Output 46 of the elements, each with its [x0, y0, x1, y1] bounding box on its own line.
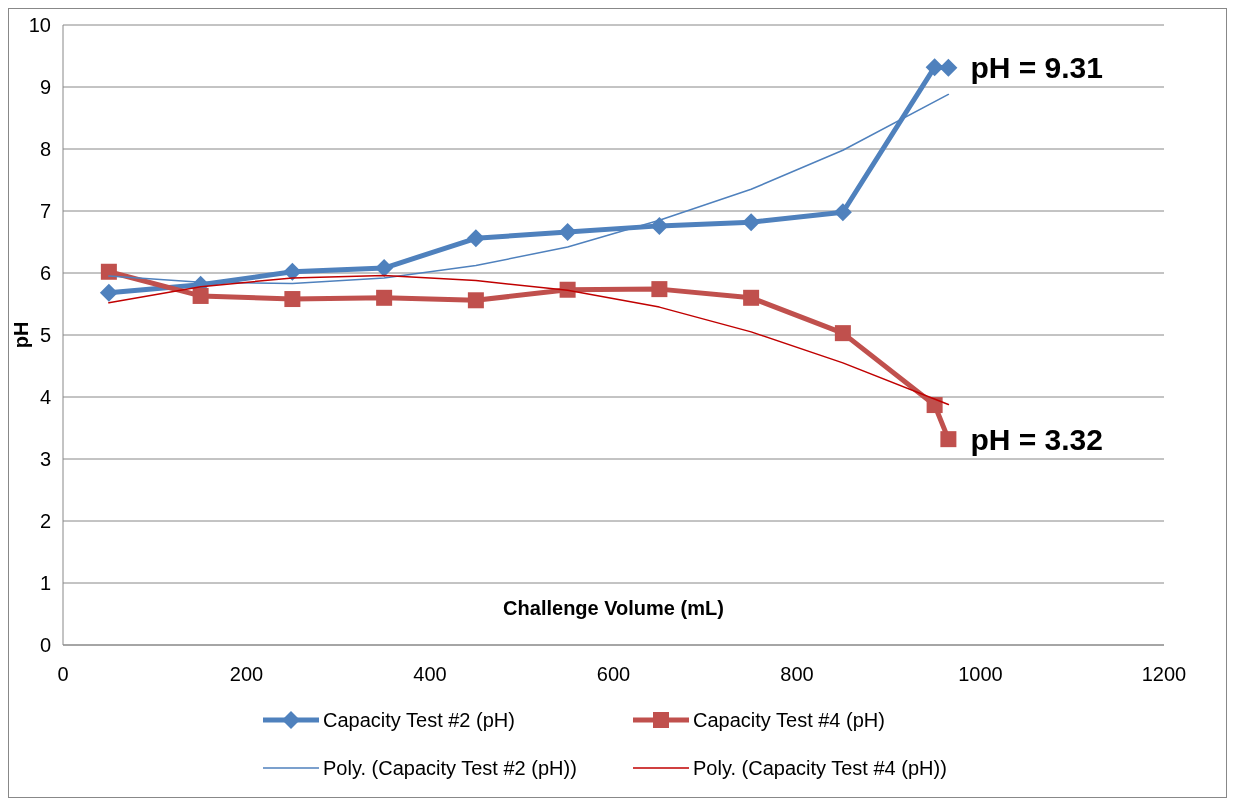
- point: [192, 287, 209, 304]
- point: [925, 58, 944, 77]
- x-tick-label: 1200: [1141, 663, 1187, 685]
- point: [651, 281, 668, 298]
- point: [940, 431, 957, 448]
- point: [833, 203, 852, 222]
- y-tick-label: 4: [39, 386, 51, 408]
- point: [939, 58, 958, 77]
- annotation: pH = 9.31: [970, 51, 1103, 85]
- point: [99, 283, 118, 302]
- legend-label: Poly. (Capacity Test #4 (pH)): [693, 757, 947, 779]
- point: [742, 213, 761, 232]
- point: [834, 325, 851, 342]
- x-tick-label: 200: [229, 663, 264, 685]
- x-tick-label: 0: [57, 663, 69, 685]
- point: [284, 291, 301, 308]
- x-tick-label: 600: [596, 663, 631, 685]
- legend-label: Capacity Test #2 (pH): [323, 709, 515, 731]
- point: [743, 289, 760, 306]
- point: [558, 223, 577, 242]
- point: [650, 216, 669, 235]
- point: [375, 259, 394, 278]
- y-tick-label: 3: [39, 448, 51, 470]
- y-tick-label: 9: [39, 76, 51, 98]
- y-tick-label: 10: [28, 14, 51, 36]
- y-tick-label: 8: [39, 138, 51, 160]
- legend-label: Capacity Test #4 (pH): [693, 709, 885, 731]
- point: [467, 292, 484, 309]
- point: [100, 263, 117, 280]
- point: [559, 281, 576, 298]
- annotation: pH = 3.32: [970, 422, 1103, 456]
- y-tick-label: 7: [39, 200, 51, 222]
- point: [466, 229, 485, 248]
- x-tick-label: 400: [413, 663, 447, 685]
- x-tick-label: 1000: [958, 663, 1003, 685]
- point: [376, 289, 393, 306]
- y-tick-label: 6: [39, 262, 51, 284]
- y-tick-label: 1: [39, 572, 51, 594]
- point: [926, 397, 943, 414]
- y-tick-label: 0: [39, 634, 51, 656]
- x-tick-label: 800: [780, 663, 814, 685]
- y-tick-label: 5: [39, 324, 51, 346]
- y-tick-label: 2: [39, 510, 51, 532]
- x-axis-title: Challenge Volume (mL): [503, 597, 724, 619]
- y-axis-title: pH: [10, 321, 32, 349]
- legend-label: Poly. (Capacity Test #2 (pH)): [323, 757, 577, 779]
